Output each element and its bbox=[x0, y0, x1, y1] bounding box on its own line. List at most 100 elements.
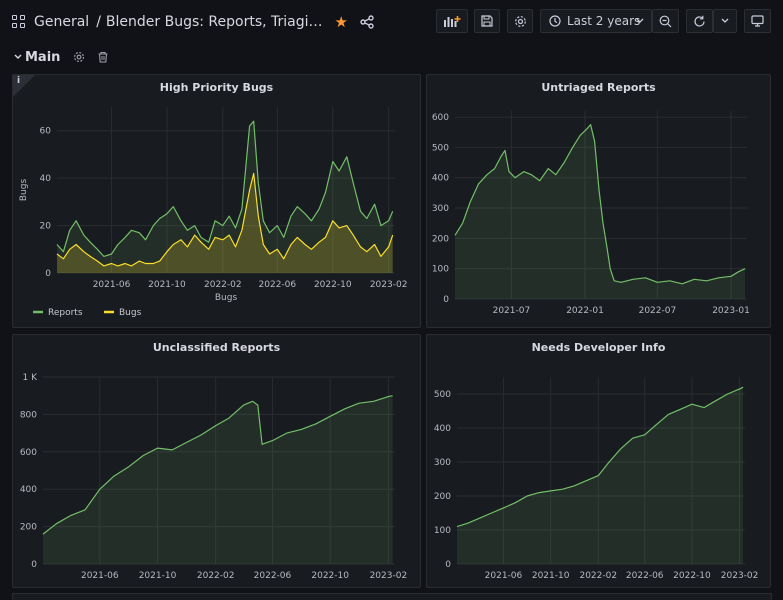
y-tick-label: 0 bbox=[445, 560, 451, 570]
refresh-interval-dropdown[interactable] bbox=[713, 9, 737, 33]
settings-icon bbox=[514, 15, 526, 27]
legend-label: Bugs bbox=[119, 308, 142, 318]
panel-title[interactable]: High Priority Bugs bbox=[159, 81, 274, 94]
x-tick-label: 2021-06 bbox=[93, 280, 131, 290]
series-area-bugs bbox=[57, 173, 393, 273]
x-tick-label: 2022-01 bbox=[566, 306, 604, 316]
y-tick-label: 60 bbox=[40, 127, 52, 137]
legend-label: Reports bbox=[48, 308, 83, 318]
series-area-value bbox=[457, 387, 744, 564]
y-tick-label: 200 bbox=[20, 523, 37, 533]
y-tick-label: 500 bbox=[434, 390, 451, 400]
x-tick-label: 2021-06 bbox=[81, 571, 119, 581]
chevron-down-icon[interactable] bbox=[14, 54, 22, 60]
series-line-value bbox=[454, 124, 746, 285]
x-tick-label: 2021-10 bbox=[532, 571, 570, 581]
panel-title[interactable]: Unclassified Reports bbox=[152, 341, 281, 354]
panel-title[interactable]: Needs Developer Info bbox=[531, 341, 666, 354]
zoom-out-button[interactable] bbox=[652, 9, 679, 33]
y-tick-label: 800 bbox=[20, 410, 37, 420]
x-tick-label: 2021-10 bbox=[139, 571, 177, 581]
folder-link[interactable]: General bbox=[34, 14, 90, 30]
refresh-icon bbox=[694, 15, 705, 27]
time-range-picker[interactable]: Last 2 years bbox=[540, 9, 652, 33]
tv-mode-icon bbox=[751, 15, 764, 27]
tv-mode-button[interactable] bbox=[744, 9, 771, 33]
y-tick-label: 100 bbox=[432, 265, 449, 275]
needs-developer-info-chart: 0 100 200 300 400 500 2021-06 2021-10 2022-02 202… bbox=[434, 377, 758, 581]
dashboard-settings-button[interactable] bbox=[507, 9, 533, 33]
x-tick-label: 2022-07 bbox=[639, 306, 677, 316]
y-tick-label: 400 bbox=[432, 174, 449, 184]
y-tick-label: 300 bbox=[432, 204, 449, 214]
trash-icon[interactable] bbox=[97, 51, 109, 63]
series-line-bugs bbox=[56, 172, 394, 267]
y-tick-label: 300 bbox=[434, 458, 451, 468]
y-axis-label: Bugs bbox=[19, 179, 29, 202]
dashboard-title[interactable]: Blender Bugs: Reports, Triagi… bbox=[105, 14, 323, 30]
y-tick-label: 600 bbox=[20, 448, 37, 458]
panel-title[interactable]: Untriaged Reports bbox=[541, 81, 656, 94]
x-tick-label: 2023-01 bbox=[712, 306, 750, 316]
panel-needs-developer-info[interactable]: Needs Developer Info 0 100 200 300 400 500 202… bbox=[426, 334, 771, 588]
apps-icon[interactable] bbox=[12, 15, 26, 29]
series-area-value bbox=[455, 124, 745, 299]
top-navbar: General / Blender Bugs: Reports, Triagi…… bbox=[0, 0, 783, 44]
panel-untriaged-reports[interactable]: Untriaged Reports 0 100 200 300 400 500 600 202… bbox=[426, 74, 771, 328]
x-tick-label: 2022-10 bbox=[314, 280, 352, 290]
x-tick-label: 2022-06 bbox=[626, 571, 664, 581]
panel-high-priority-bugs[interactable]: i High Priority Bugs 0 20 40 60 2021-06 2021-… bbox=[12, 74, 421, 328]
zoom-out-icon bbox=[659, 15, 672, 27]
x-tick-label: 2022-10 bbox=[311, 571, 349, 581]
untriaged-reports-chart: 0 100 200 300 400 500 600 2021-07 2022-01 2022-07… bbox=[432, 111, 750, 316]
refresh-button[interactable] bbox=[686, 9, 713, 33]
chevron-down-icon bbox=[636, 18, 644, 23]
y-tick-label: 200 bbox=[432, 234, 449, 244]
breadcrumb-separator: / bbox=[96, 14, 101, 30]
series-line-reports bbox=[56, 120, 394, 257]
x-tick-label: 2022-06 bbox=[259, 280, 297, 290]
time-range-label: Last 2 years bbox=[567, 14, 641, 28]
series-line-value bbox=[42, 395, 393, 535]
high-priority-bugs-chart: 0 20 40 60 2021-06 2021-10 2022-02 2022-06 2022-… bbox=[19, 107, 408, 318]
x-tick-label: 2022-02 bbox=[579, 571, 617, 581]
y-tick-label: 100 bbox=[434, 526, 451, 536]
panel-unclassified-reports[interactable]: Unclassified Reports 0 200 400 600 800 1 K 202… bbox=[12, 334, 421, 588]
x-tick-label: 2021-10 bbox=[148, 280, 186, 290]
breadcrumb: General / Blender Bugs: Reports, Triagi…… bbox=[12, 10, 374, 34]
x-tick-label: 2022-10 bbox=[673, 571, 711, 581]
series-line-value bbox=[456, 386, 744, 528]
unclassified-reports-chart: 0 200 400 600 800 1 K 2021-06 2021-10 2022-02 202… bbox=[20, 373, 407, 581]
save-dashboard-button[interactable] bbox=[474, 9, 500, 33]
y-tick-label: 400 bbox=[434, 424, 451, 434]
row-title[interactable]: Main bbox=[25, 49, 61, 65]
gear-icon[interactable] bbox=[73, 51, 85, 63]
info-icon[interactable]: i bbox=[17, 76, 21, 86]
share-icon[interactable] bbox=[360, 15, 374, 29]
panel-info-corner[interactable] bbox=[13, 75, 35, 97]
y-tick-label: 0 bbox=[45, 269, 51, 279]
y-tick-label: 0 bbox=[31, 560, 37, 570]
series-area-value bbox=[43, 395, 393, 564]
clock-icon bbox=[549, 15, 561, 27]
x-tick-label: 2023-02 bbox=[370, 280, 408, 290]
y-tick-label: 0 bbox=[443, 295, 449, 305]
add-panel-icon bbox=[444, 16, 461, 27]
y-tick-label: 40 bbox=[40, 174, 52, 184]
add-panel-button[interactable] bbox=[436, 9, 468, 33]
save-icon bbox=[481, 15, 493, 27]
x-tick-label: 2021-06 bbox=[485, 571, 523, 581]
star-icon[interactable]: ★ bbox=[334, 13, 348, 31]
y-tick-label: 200 bbox=[434, 492, 451, 502]
x-tick-label: 2021-07 bbox=[493, 306, 531, 316]
y-tick-label: 400 bbox=[20, 485, 37, 495]
x-tick-label: 2022-02 bbox=[197, 571, 235, 581]
x-axis-label: Bugs bbox=[215, 293, 238, 303]
next-row-edge bbox=[12, 593, 772, 600]
y-tick-label: 600 bbox=[432, 113, 449, 123]
chevron-down-icon bbox=[721, 18, 729, 23]
x-tick-label: 2022-06 bbox=[254, 571, 292, 581]
y-tick-label: 20 bbox=[40, 222, 52, 232]
y-tick-label: 500 bbox=[432, 143, 449, 153]
y-tick-label: 1 K bbox=[23, 373, 39, 383]
